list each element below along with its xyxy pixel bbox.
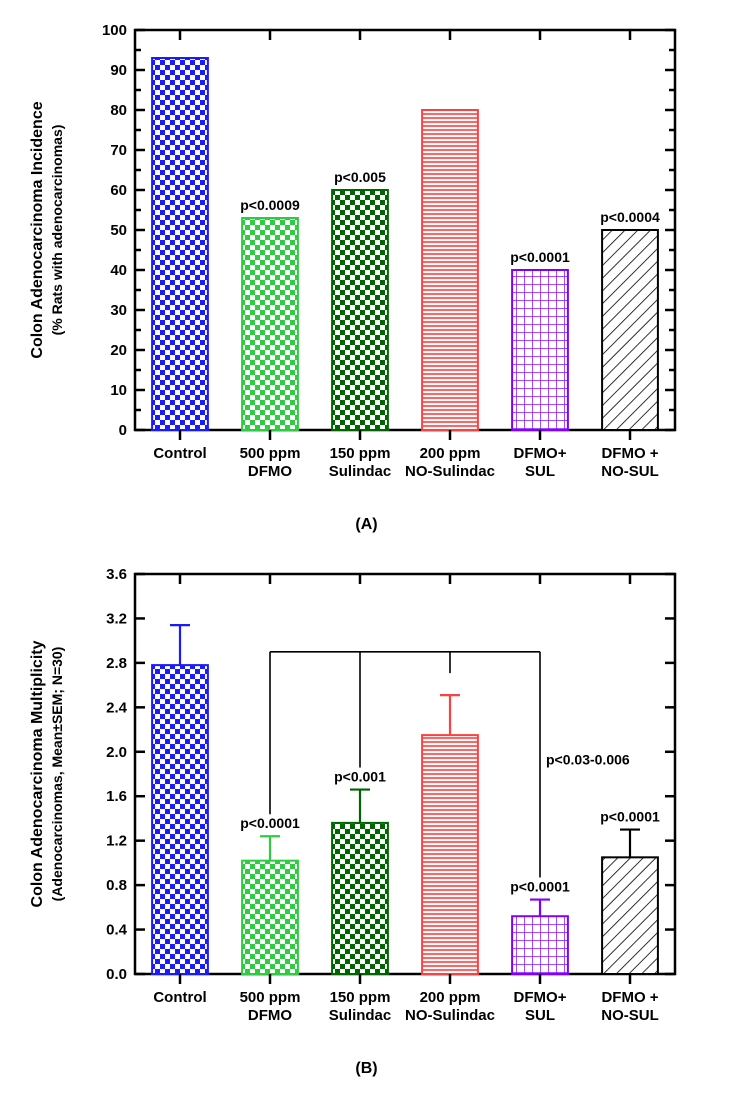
svg-text:p<0.0001: p<0.0001 [240,815,300,831]
svg-text:DFMO +: DFMO + [601,989,658,1006]
svg-text:0.4: 0.4 [106,922,128,939]
svg-text:40: 40 [110,262,127,279]
svg-text:1.2: 1.2 [106,833,127,850]
svg-text:0.0: 0.0 [106,966,127,983]
chart-b-svg: 0.0 0.4 0.8 1.2 1.6 2.0 2.4 2.8 3.2 3.6 p<0.0001 p<… [20,564,713,1054]
svg-text:SUL: SUL [525,1007,555,1024]
chart-a-svg: 0 10 20 30 40 50 60 70 80 90 100 p<0.0009 p<0.005 p<0… [20,20,713,510]
svg-text:20: 20 [110,342,127,359]
svg-text:3.2: 3.2 [106,610,127,627]
svg-text:p<0.0001: p<0.0001 [510,249,570,265]
svg-text:10: 10 [110,382,127,399]
svg-text:SUL: SUL [525,463,555,480]
svg-text:2.4: 2.4 [106,699,128,716]
svg-text:DFMO: DFMO [248,1007,292,1024]
svg-text:30: 30 [110,302,127,319]
svg-text:70: 70 [110,142,127,159]
svg-text:2.0: 2.0 [106,744,127,761]
svg-text:0: 0 [119,422,127,439]
svg-text:3.6: 3.6 [106,566,127,583]
svg-text:p<0.001: p<0.001 [334,769,386,785]
svg-text:p<0.0004: p<0.0004 [600,209,660,225]
svg-text:DFMO +: DFMO + [601,445,658,462]
svg-text:200 ppm: 200 ppm [420,989,481,1006]
svg-text:150 ppm: 150 ppm [330,989,391,1006]
svg-text:Control: Control [153,989,206,1006]
svg-text:150 ppm: 150 ppm [330,445,391,462]
svg-text:DFMO+: DFMO+ [514,989,567,1006]
svg-text:Control: Control [153,445,206,462]
svg-text:50: 50 [110,222,127,239]
svg-text:NO-Sulindac: NO-Sulindac [405,1007,495,1024]
svg-text:500 ppm: 500 ppm [240,989,301,1006]
svg-text:p<0.0009: p<0.0009 [240,197,300,213]
panel-a-label: (A) [20,516,713,534]
svg-text:100: 100 [102,22,127,39]
svg-text:0.8: 0.8 [106,877,127,894]
panel-b-label: (B) [20,1060,713,1078]
svg-text:(Adenocarcinomas, Mean±SEM; N=: (Adenocarcinomas, Mean±SEM; N=30) [49,647,65,902]
svg-text:NO-Sulindac: NO-Sulindac [405,463,495,480]
svg-text:Sulindac: Sulindac [329,463,392,480]
svg-text:Colon Adenocarcinoma Incidence: Colon Adenocarcinoma Incidence [29,101,46,358]
panel-b: 0.0 0.4 0.8 1.2 1.6 2.0 2.4 2.8 3.2 3.6 p<0.0001 p<… [20,564,713,1078]
svg-text:Sulindac: Sulindac [329,1007,392,1024]
svg-text:80: 80 [110,102,127,119]
svg-text:2.8: 2.8 [106,655,127,672]
svg-text:DFMO+: DFMO+ [514,445,567,462]
svg-text:NO-SUL: NO-SUL [601,1007,659,1024]
svg-text:DFMO: DFMO [248,463,292,480]
svg-text:90: 90 [110,62,127,79]
svg-text:p<0.005: p<0.005 [334,169,386,185]
svg-text:500 ppm: 500 ppm [240,445,301,462]
svg-text:(% Rats with adenocarcinomas): (% Rats with adenocarcinomas) [49,125,65,336]
svg-text:p<0.0001: p<0.0001 [600,809,660,825]
svg-text:200 ppm: 200 ppm [420,445,481,462]
svg-text:60: 60 [110,182,127,199]
svg-text:1.6: 1.6 [106,788,127,805]
svg-text:p<0.0001: p<0.0001 [510,879,570,895]
svg-text:p<0.03-0.006: p<0.03-0.006 [546,752,630,768]
svg-text:NO-SUL: NO-SUL [601,463,659,480]
panel-a: 0 10 20 30 40 50 60 70 80 90 100 p<0.0009 p<0.005 p<0… [20,20,713,534]
figure-column: 0 10 20 30 40 50 60 70 80 90 100 p<0.0009 p<0.005 p<0… [20,20,713,1078]
svg-text:Colon Adenocarcinoma Multiplic: Colon Adenocarcinoma Multiplicity [29,640,46,907]
